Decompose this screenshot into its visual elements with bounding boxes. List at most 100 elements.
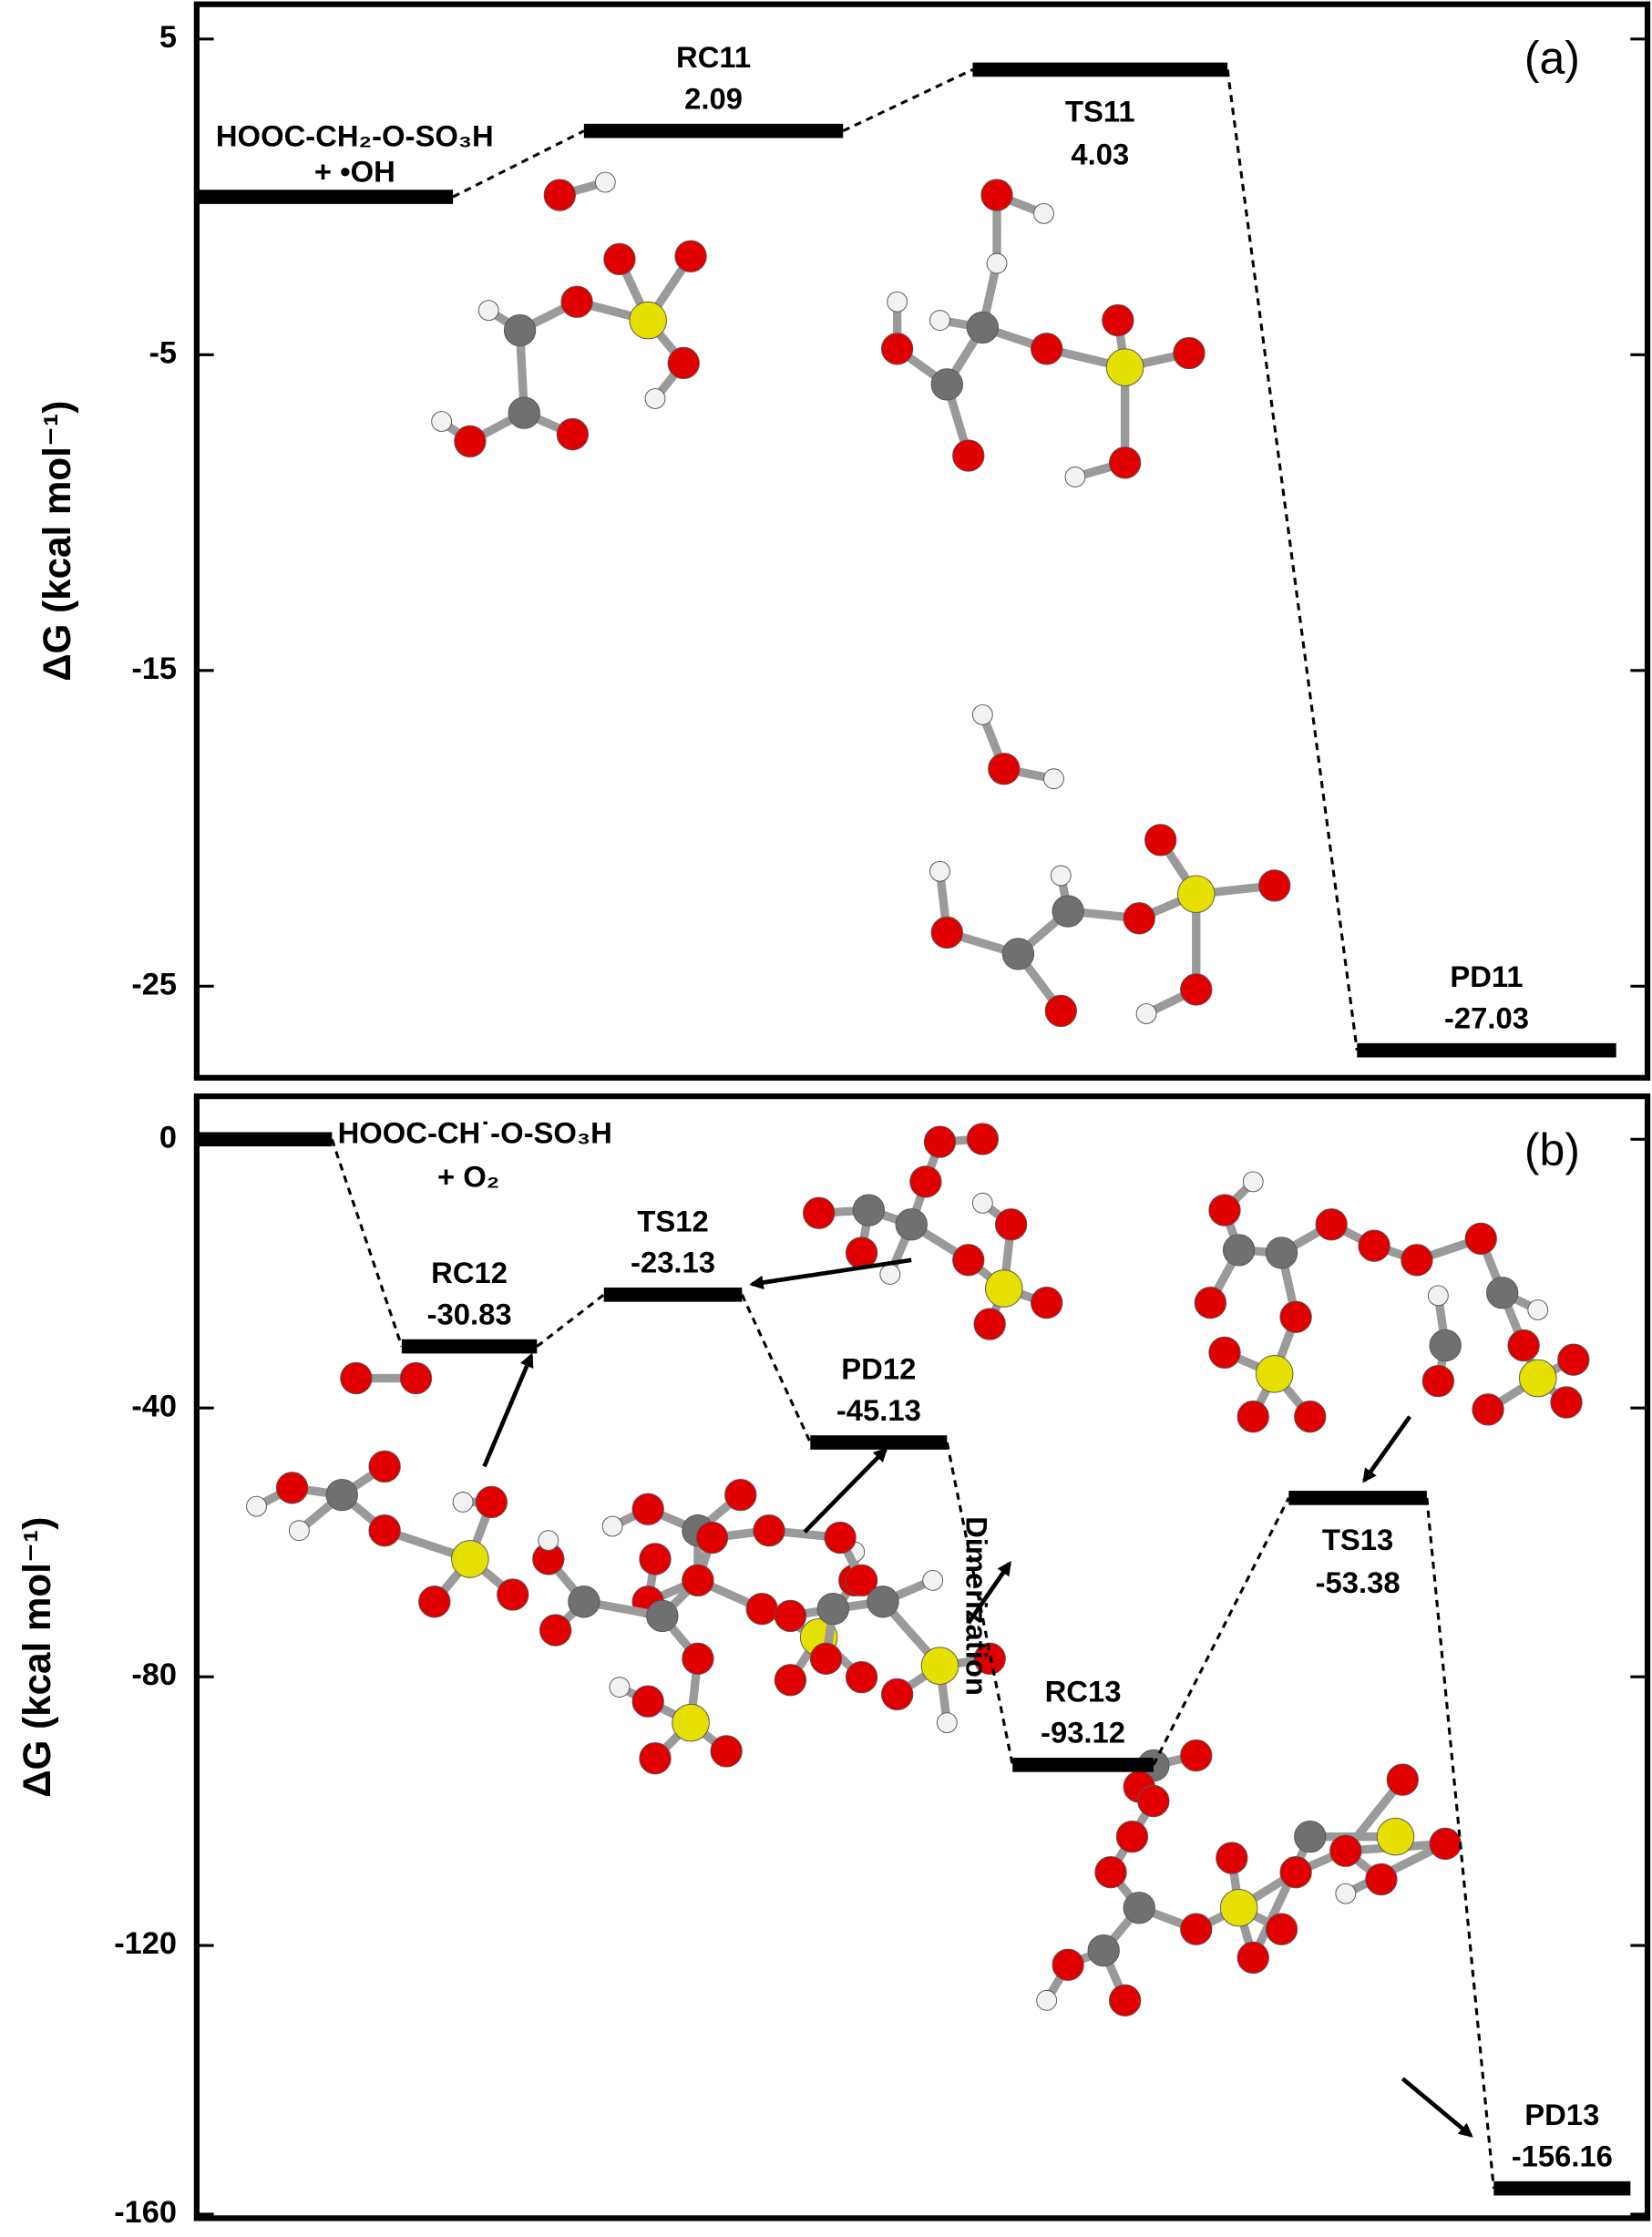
arrow xyxy=(1401,2077,1473,2138)
atom xyxy=(418,1585,451,1618)
atom xyxy=(503,313,537,347)
atom xyxy=(867,1585,899,1618)
atom xyxy=(1052,1948,1084,1981)
atom xyxy=(639,1543,672,1575)
energy-level xyxy=(810,1435,948,1450)
atom xyxy=(920,1647,959,1685)
molecule xyxy=(340,1361,433,1395)
value-label: 2.09 xyxy=(684,81,743,115)
energy-level xyxy=(1357,1042,1616,1058)
atom xyxy=(710,1735,743,1768)
molecule xyxy=(532,1514,1006,1775)
level-label: PD12 xyxy=(841,1352,916,1386)
atom xyxy=(682,1642,714,1675)
atom xyxy=(1052,895,1084,928)
atom xyxy=(1216,1842,1248,1874)
atom xyxy=(560,285,593,318)
bond xyxy=(1249,1834,1314,1960)
atom xyxy=(667,346,700,380)
connector xyxy=(1226,69,1359,1051)
atom xyxy=(246,1495,267,1517)
level-label: HOOC-CH˙-O-SO₃H xyxy=(338,1115,612,1149)
atom xyxy=(539,1614,572,1647)
energy-level xyxy=(1288,1491,1427,1505)
plot-frame xyxy=(193,1093,1651,2222)
connector xyxy=(1425,1497,1495,2189)
arrow xyxy=(482,1352,534,1468)
atom xyxy=(1105,348,1144,386)
atom xyxy=(1208,1194,1241,1226)
energy-level xyxy=(972,62,1228,77)
molecule xyxy=(1036,1739,1462,2016)
arrows xyxy=(482,1257,1473,2138)
level-label: TS12 xyxy=(637,1204,708,1237)
atom xyxy=(1265,1237,1298,1269)
bond xyxy=(1343,1840,1448,1898)
panel-label: (b) xyxy=(1524,1124,1580,1175)
plot-frame xyxy=(193,1,1651,1081)
molecule xyxy=(971,703,1064,790)
atom xyxy=(1335,1883,1357,1904)
atom xyxy=(1427,1285,1449,1307)
molecule xyxy=(431,240,707,458)
arrow xyxy=(1362,1415,1412,1483)
molecule xyxy=(880,179,1206,487)
atom xyxy=(952,1244,985,1277)
atom xyxy=(845,1660,878,1694)
energy-level xyxy=(401,1339,538,1354)
atom xyxy=(1135,1003,1157,1024)
atom xyxy=(1358,1229,1390,1262)
atom xyxy=(475,1485,508,1519)
level-label: RC12 xyxy=(431,1256,508,1289)
atom xyxy=(1115,1820,1149,1853)
atom xyxy=(880,1678,914,1711)
connector xyxy=(330,1138,404,1348)
value-label: -53.38 xyxy=(1316,1565,1401,1599)
atom xyxy=(1144,824,1177,857)
level-label: RC11 xyxy=(676,40,751,74)
atom xyxy=(1064,467,1086,487)
y-axis-title: ΔG (kcal mol⁻¹) xyxy=(36,401,78,682)
value-label: -93.12 xyxy=(1041,1716,1125,1750)
atom xyxy=(909,1165,942,1198)
level-label: + O₂ xyxy=(437,1160,499,1194)
atom xyxy=(845,1564,878,1597)
atom xyxy=(803,1196,836,1229)
atom xyxy=(556,417,590,451)
atom xyxy=(980,179,1013,211)
atom xyxy=(568,1585,600,1618)
atom xyxy=(543,179,576,211)
molecule xyxy=(1194,1171,1590,1433)
arrow xyxy=(749,1257,912,1290)
atom xyxy=(1050,865,1072,887)
atom xyxy=(1043,768,1064,790)
atom xyxy=(936,1712,958,1734)
atom xyxy=(966,1123,1000,1155)
atom xyxy=(1279,1300,1312,1333)
atom xyxy=(1173,336,1206,370)
y-tick-label: -40 xyxy=(131,1389,177,1423)
level-label: + •OH xyxy=(314,155,395,189)
atom xyxy=(538,1530,559,1552)
molecule xyxy=(803,1123,1063,1340)
atom xyxy=(477,300,499,322)
value-label: -27.03 xyxy=(1444,1001,1529,1035)
panel-label: (a) xyxy=(1524,32,1580,83)
atom xyxy=(929,860,950,882)
molecules xyxy=(246,171,1590,2016)
atom xyxy=(1108,1984,1142,2016)
atom xyxy=(1031,1287,1063,1319)
atom xyxy=(1242,1171,1264,1193)
atom xyxy=(1219,1888,1258,1927)
level-label: HOOC-CH₂-O-SO₃H xyxy=(216,119,494,153)
atom xyxy=(1279,1856,1312,1889)
atom xyxy=(340,1361,373,1395)
atom xyxy=(985,1269,1023,1308)
atom xyxy=(695,1521,729,1555)
atom xyxy=(325,1478,358,1512)
atom xyxy=(1087,1934,1120,1967)
atom xyxy=(930,368,963,401)
annotation: Dimerization xyxy=(959,1516,993,1696)
atom xyxy=(1044,994,1077,1028)
